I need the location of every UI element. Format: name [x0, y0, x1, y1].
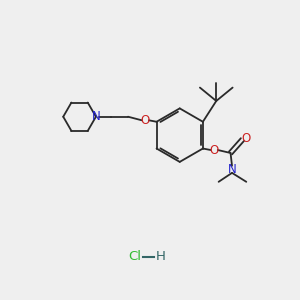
- Text: N: N: [228, 163, 236, 176]
- Text: Cl: Cl: [129, 250, 142, 263]
- Text: O: O: [141, 114, 150, 127]
- Text: O: O: [210, 143, 219, 157]
- Text: N: N: [92, 110, 100, 123]
- Text: O: O: [242, 132, 250, 145]
- Text: H: H: [155, 250, 165, 263]
